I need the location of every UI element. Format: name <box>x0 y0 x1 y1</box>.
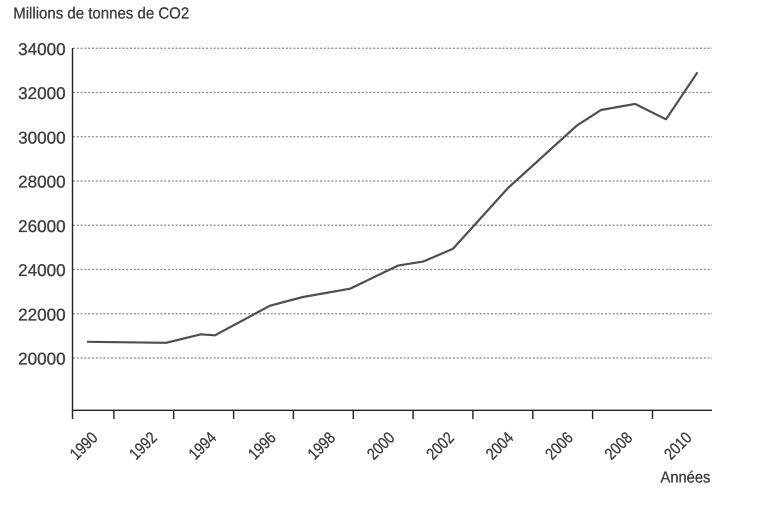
svg-text:32000: 32000 <box>18 84 66 103</box>
svg-text:Millions de tonnes de CO2: Millions de tonnes de CO2 <box>13 6 189 23</box>
svg-text:26000: 26000 <box>18 217 66 236</box>
svg-text:34000: 34000 <box>18 40 66 59</box>
svg-text:28000: 28000 <box>18 173 66 192</box>
svg-text:30000: 30000 <box>18 128 66 147</box>
svg-text:20000: 20000 <box>18 350 66 369</box>
svg-text:22000: 22000 <box>18 305 66 324</box>
svg-text:24000: 24000 <box>18 261 66 280</box>
svg-text:Années: Années <box>661 470 711 487</box>
